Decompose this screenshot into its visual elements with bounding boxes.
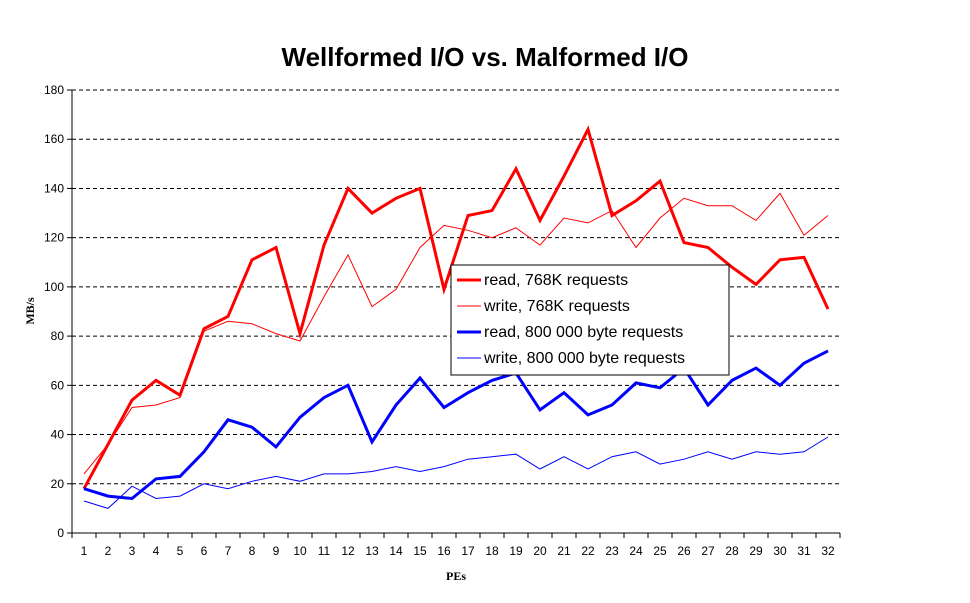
x-tick-label: 5 [177, 544, 184, 558]
x-tick-label: 8 [249, 544, 256, 558]
y-tick-label: 180 [44, 83, 64, 97]
x-tick-label: 1 [81, 544, 88, 558]
y-tick-label: 60 [51, 378, 65, 392]
x-tick-label: 26 [677, 544, 691, 558]
x-tick-label: 21 [557, 544, 571, 558]
x-tick-label: 19 [509, 544, 523, 558]
x-tick-label: 31 [797, 544, 811, 558]
y-tick-label: 0 [57, 526, 64, 540]
x-tick-label: 12 [341, 544, 355, 558]
chart-title: Wellformed I/O vs. Malformed I/O [282, 42, 689, 72]
x-tick-label: 15 [413, 544, 427, 558]
legend-entry: read, 768K requests [484, 272, 628, 289]
series-line-1 [82, 125, 830, 490]
x-tick-label: 10 [293, 544, 307, 558]
series-line-4 [83, 436, 829, 509]
legend-entry: read, 800 000 byte requests [484, 324, 683, 341]
x-tick-label: 7 [225, 544, 232, 558]
x-tick-label: 23 [605, 544, 619, 558]
x-tick-label: 25 [653, 544, 667, 558]
y-tick-label: 120 [44, 231, 64, 245]
legend-entry: write, 800 000 byte requests [483, 350, 685, 367]
x-tick-label: 9 [273, 544, 280, 558]
x-axis-label: PEs [446, 569, 466, 583]
y-tick-label: 40 [51, 428, 65, 442]
x-tick-label: 3 [129, 544, 136, 558]
series-line-3 [83, 349, 829, 501]
x-tick-label: 17 [461, 544, 475, 558]
legend-box [450, 264, 730, 376]
x-tick-label: 6 [201, 544, 208, 558]
legend: read, 768K requests write, 768K requests r… [450, 264, 730, 376]
x-tick-label: 4 [153, 544, 160, 558]
y-axis-label: MB/s [23, 297, 37, 325]
x-tick-label: 20 [533, 544, 547, 558]
y-tick-label: 20 [51, 477, 65, 491]
x-tick-label: 29 [749, 544, 763, 558]
x-tick-label: 13 [365, 544, 379, 558]
series-line-2 [83, 192, 829, 475]
x-tick-label: 24 [629, 544, 643, 558]
x-tick-label: 32 [821, 544, 835, 558]
y-tick-label: 100 [44, 280, 64, 294]
legend-entry: write, 768K requests [483, 298, 630, 315]
series-group [82, 125, 830, 509]
y-tick-label: 140 [44, 181, 64, 195]
x-tick-label: 28 [725, 544, 739, 558]
y-tick-label: 160 [44, 132, 64, 146]
x-tick-label: 11 [318, 544, 331, 558]
x-tick-label: 16 [437, 544, 451, 558]
x-tick-label: 30 [773, 544, 787, 558]
x-tick-label: 2 [105, 544, 112, 558]
x-tick-label: 27 [701, 544, 715, 558]
y-tick-label: 80 [51, 329, 65, 343]
x-tick-label: 22 [581, 544, 595, 558]
x-tick-label: 18 [485, 544, 499, 558]
x-tick-label: 14 [389, 544, 403, 558]
